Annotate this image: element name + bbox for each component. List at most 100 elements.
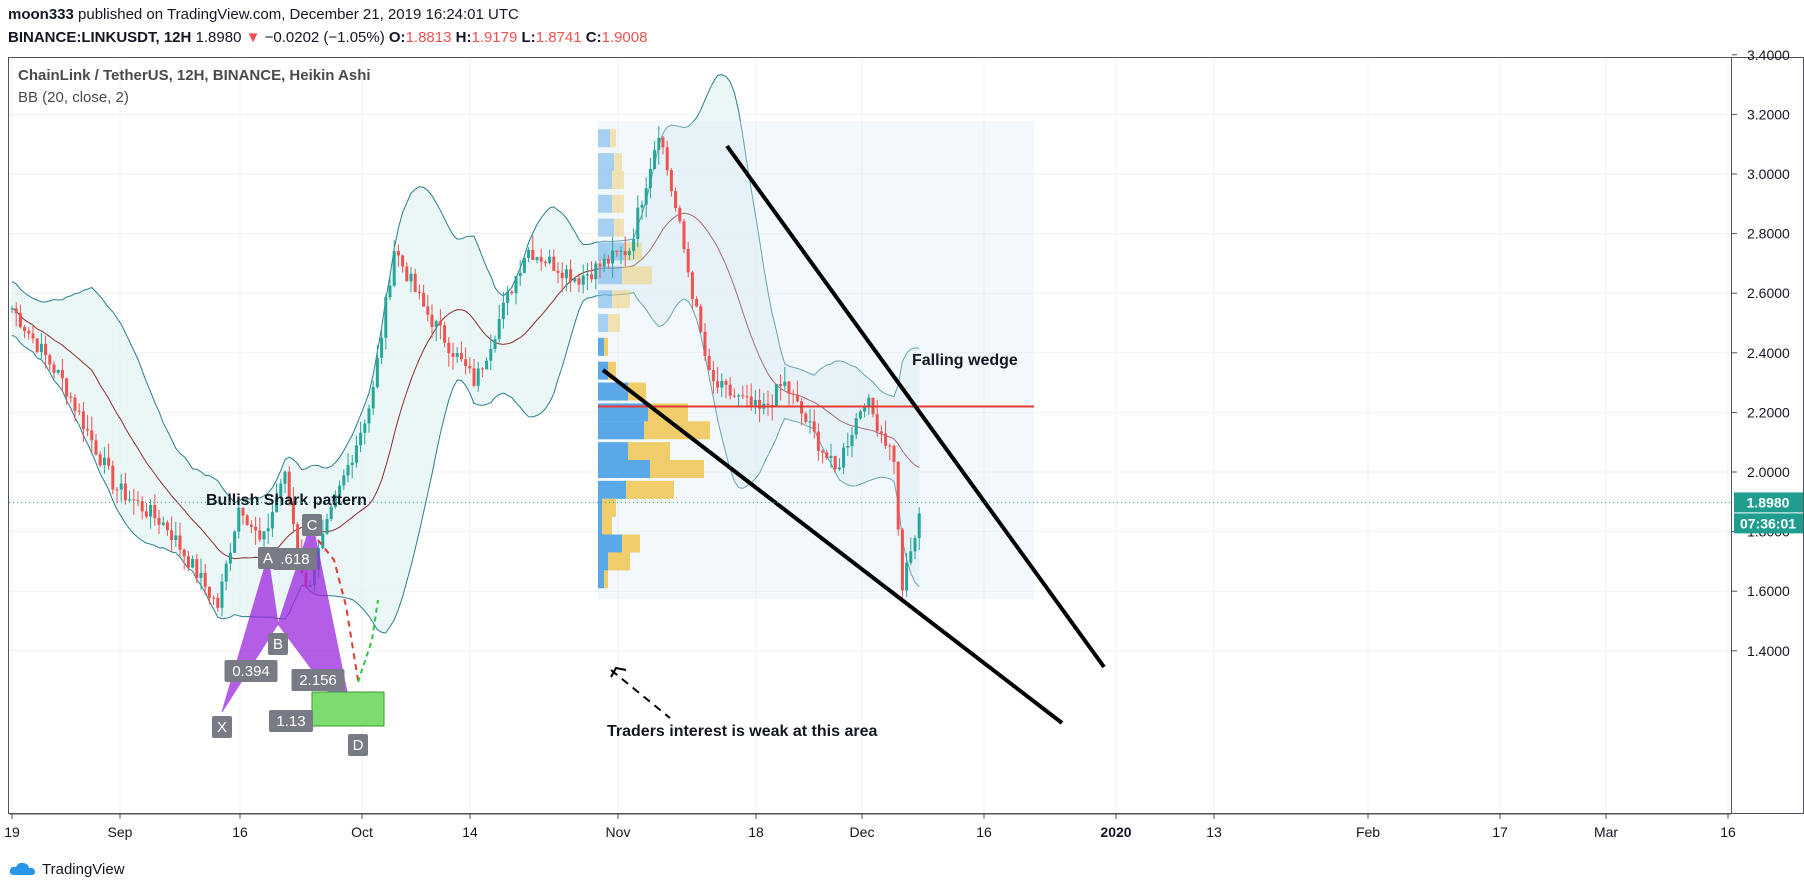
volume-profile-down-bar <box>610 129 616 148</box>
last-price-badge[interactable] <box>1734 492 1803 513</box>
candle-body <box>18 313 22 328</box>
ratio-113-label: 1.13 <box>276 713 305 730</box>
x-tick-label: 17 <box>1492 824 1508 840</box>
candle-body <box>354 445 358 463</box>
candle-body <box>837 467 841 470</box>
candle-body <box>430 314 434 327</box>
candle-body <box>417 291 421 293</box>
down-arrow-icon: ▼ <box>245 29 261 46</box>
y-tick-label: 2.6000 <box>1747 285 1790 301</box>
plot-area[interactable]: X A B C D .618 0.394 2.156 1.13 Bullish Shark pat… <box>9 55 1731 813</box>
candle-body <box>245 515 249 525</box>
candle-body <box>888 445 892 447</box>
falling-wedge-label[interactable]: Falling wedge <box>912 352 1018 369</box>
symbol-name: BINANCE:LINKUSDT, 12H <box>8 29 192 46</box>
traders-interest-note[interactable]: Traders interest is weak at this area <box>607 723 877 740</box>
volume-profile-range <box>598 121 1034 600</box>
volume-profile-down-bar <box>608 361 616 380</box>
volume-profile-down-bar <box>614 218 624 237</box>
candle-body <box>371 387 375 409</box>
x-tick-label: 19 <box>4 824 20 840</box>
countdown-badge[interactable] <box>1734 513 1803 534</box>
candle-body <box>905 562 909 591</box>
candle-body <box>695 298 699 307</box>
candle-body <box>464 359 468 367</box>
candle-body <box>816 431 820 451</box>
wedge-lower-trendline[interactable] <box>601 368 1064 725</box>
candle-body <box>60 369 64 379</box>
volume-profile-up-bar <box>598 153 614 172</box>
tradingview-logo[interactable]: TradingView <box>8 860 125 878</box>
candle-body <box>543 261 547 264</box>
candle-body <box>161 522 165 525</box>
candle-body <box>153 505 157 518</box>
candle-body <box>77 410 81 412</box>
candle-body <box>258 530 262 540</box>
candle-body <box>821 450 825 453</box>
wedge-upper-trendline[interactable] <box>725 144 1106 669</box>
candle-body <box>846 445 850 448</box>
candle-body <box>795 394 799 402</box>
candle-body <box>879 431 883 434</box>
ratio-113-label-bg <box>269 710 313 732</box>
projection-dashed-line <box>317 539 359 681</box>
low-value: 1.8741 <box>535 29 582 46</box>
candle-body <box>917 513 921 539</box>
candle-body <box>552 256 556 271</box>
chart-legend-title: ChainLink / TetherUS, 12H, BINANCE, Heik… <box>18 67 371 84</box>
candle-body <box>527 249 531 258</box>
volume-profile-up-bar <box>598 290 612 309</box>
last-price-badge-text: 1.8980 <box>1747 494 1790 510</box>
x-tick-label: 16 <box>1720 824 1736 840</box>
x-tick-label: 18 <box>748 824 764 840</box>
candle-body <box>157 517 161 525</box>
candle-body <box>737 395 741 397</box>
candle-body <box>73 397 77 411</box>
candle-body <box>149 505 153 517</box>
candle-body <box>690 272 694 299</box>
candle-body <box>455 353 459 357</box>
candle-body <box>657 137 661 150</box>
candle-body <box>745 396 749 398</box>
candle-body <box>577 278 581 285</box>
candle-body <box>854 418 858 435</box>
candle-body <box>682 221 686 250</box>
point-d-label: D <box>353 737 364 754</box>
volume-profile-down-bar <box>644 421 710 440</box>
volume-profile-up-bar <box>598 570 604 589</box>
candle-body <box>501 302 505 319</box>
candle-body <box>136 500 140 502</box>
candle-body <box>627 251 631 256</box>
candle-body <box>808 421 812 423</box>
candle-body <box>611 250 615 264</box>
candle-body <box>380 337 384 358</box>
candle-body <box>451 353 455 357</box>
point-a-label: A <box>263 550 273 567</box>
volume-profile-down-bar <box>602 498 616 517</box>
candle-body <box>569 269 573 282</box>
bullish-shark-pattern-label[interactable]: Bullish Shark pattern <box>206 492 367 509</box>
candle-body <box>363 423 367 433</box>
candle-body <box>262 531 266 540</box>
author[interactable]: moon333 <box>8 6 74 23</box>
volume-profile-up-bar <box>598 194 612 213</box>
point-b-label-bg <box>268 633 288 655</box>
target-zone-box[interactable] <box>311 691 385 727</box>
candle-body <box>636 207 640 240</box>
ratio-618-label: .618 <box>280 551 309 568</box>
volume-profile-down-bar <box>614 153 622 172</box>
candle-body <box>94 440 98 455</box>
x-tick-label: Feb <box>1356 824 1380 840</box>
y-tick-label: 3.2000 <box>1747 106 1790 122</box>
ratio-2156-label-bg <box>291 669 345 691</box>
candle-body <box>485 360 489 370</box>
volume-profile-down-bar <box>612 194 624 213</box>
ratio-0394-label-bg <box>224 660 278 682</box>
candle-body <box>144 511 148 517</box>
x-tick-label: Oct <box>351 824 373 840</box>
candle-body <box>648 168 652 189</box>
candle-body <box>325 518 329 534</box>
candle-body <box>241 507 245 516</box>
candle-body <box>758 399 762 409</box>
